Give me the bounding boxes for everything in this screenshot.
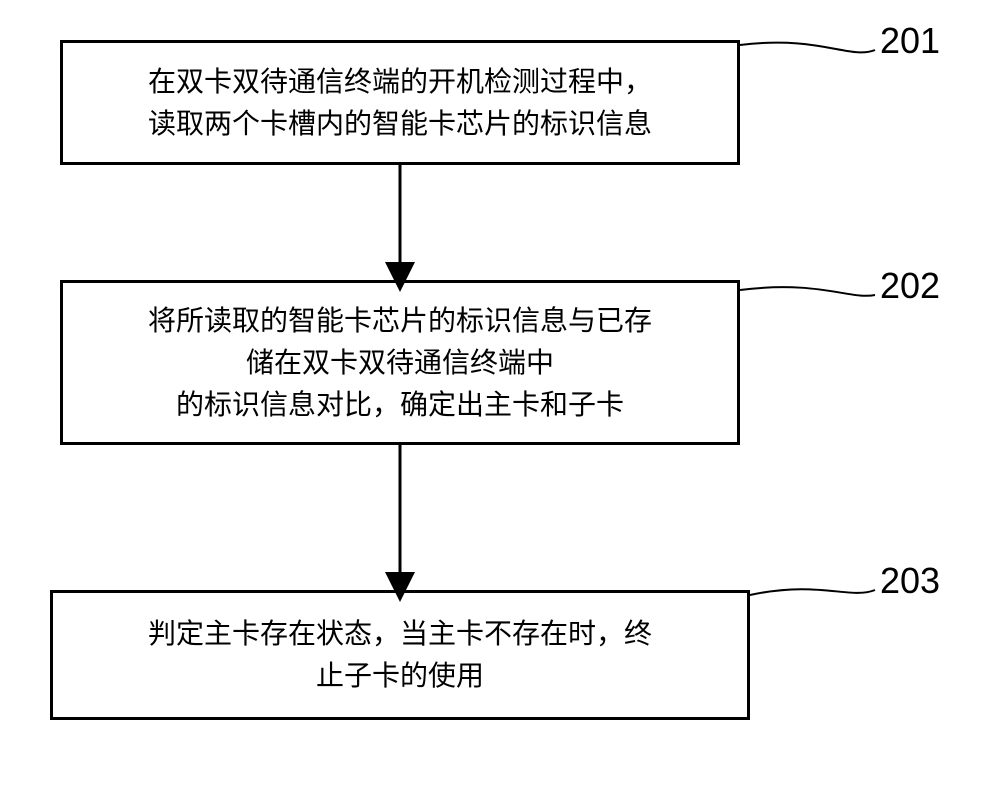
flow-node-203-text: 判定主卡存在状态，当主卡不存在时，终 止子卡的使用: [148, 613, 652, 697]
callout-curve-202: [740, 287, 875, 296]
flow-node-201-text: 在双卡双待通信终端的开机检测过程中， 读取两个卡槽内的智能卡芯片的标识信息: [148, 61, 652, 145]
callout-curve-203: [750, 589, 875, 595]
callout-label-201: 201: [880, 20, 940, 62]
flow-node-203: 判定主卡存在状态，当主卡不存在时，终 止子卡的使用: [50, 590, 750, 720]
callout-label-203: 203: [880, 560, 940, 602]
callout-curve-201: [740, 43, 875, 53]
flow-node-202-text: 将所读取的智能卡芯片的标识信息与已存 储在双卡双待通信终端中 的标识信息对比，确…: [148, 300, 652, 426]
flow-node-202: 将所读取的智能卡芯片的标识信息与已存 储在双卡双待通信终端中 的标识信息对比，确…: [60, 280, 740, 445]
callout-label-202: 202: [880, 265, 940, 307]
flow-node-201: 在双卡双待通信终端的开机检测过程中， 读取两个卡槽内的智能卡芯片的标识信息: [60, 40, 740, 165]
